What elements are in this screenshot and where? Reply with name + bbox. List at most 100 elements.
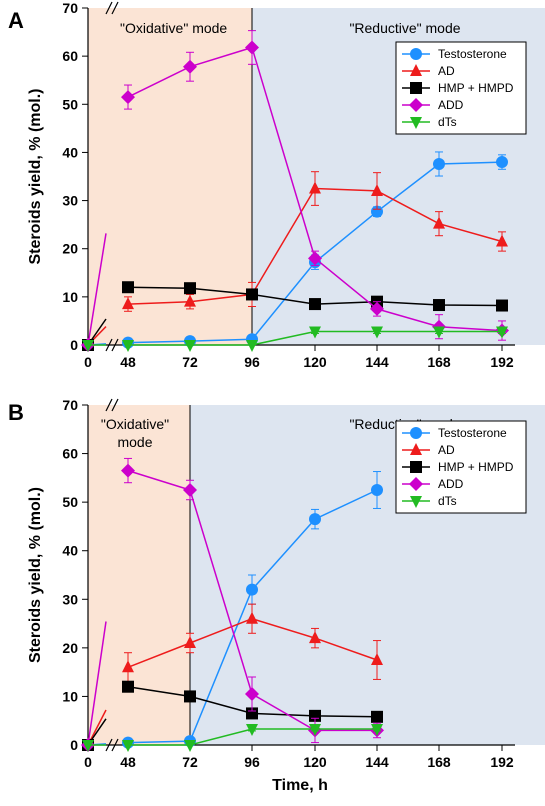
x-tick-label: 0 xyxy=(84,754,92,770)
x-tick-label: 72 xyxy=(182,354,198,370)
x-tick-label: 144 xyxy=(365,754,389,770)
series-ramp xyxy=(87,233,107,346)
reductive-mode-label: "Reductive" mode xyxy=(349,20,460,36)
legend-marker xyxy=(410,427,422,439)
series-dts xyxy=(82,723,383,752)
data-point xyxy=(122,281,134,294)
data-point xyxy=(122,340,134,352)
legend-label: HMP + HMPD xyxy=(438,81,514,95)
oxidative-mode-label: "Oxidative" xyxy=(101,416,169,432)
y-tick-label: 50 xyxy=(62,494,78,510)
oxidative-mode-region xyxy=(88,8,252,345)
x-tick-label: 72 xyxy=(182,754,198,770)
data-point xyxy=(370,301,384,316)
legend-label: dTs xyxy=(438,494,457,508)
axis-break-mark xyxy=(105,338,113,352)
x-tick-label: 168 xyxy=(427,354,451,370)
legend-marker xyxy=(410,496,422,508)
data-point xyxy=(496,234,508,247)
legend-label: dTs xyxy=(438,115,457,129)
data-point xyxy=(122,660,134,673)
y-tick-label: 20 xyxy=(62,640,78,656)
data-point xyxy=(184,740,196,752)
legend-marker xyxy=(409,477,423,491)
legend-label: AD xyxy=(438,64,455,78)
x-tick-label: 120 xyxy=(303,354,327,370)
y-tick-label: 0 xyxy=(70,337,78,353)
data-point xyxy=(309,709,321,722)
data-point xyxy=(82,340,94,352)
series-ramp xyxy=(87,621,107,746)
axis-break-mark xyxy=(111,398,119,412)
data-point xyxy=(309,723,321,736)
series-dts xyxy=(82,326,508,352)
legend-label: Testosterone xyxy=(438,47,507,61)
legend-marker xyxy=(410,117,422,129)
panel-label: B xyxy=(8,400,24,425)
data-point xyxy=(371,326,383,339)
x-tick-label: 120 xyxy=(303,754,327,770)
axis-break-mark xyxy=(111,1,119,15)
data-point xyxy=(183,483,197,497)
x-axis-label: Time, h xyxy=(272,777,328,794)
y-tick-label: 70 xyxy=(62,397,78,413)
y-tick-label: 50 xyxy=(62,96,78,112)
data-point xyxy=(82,740,94,752)
oxidative-mode-label: mode xyxy=(117,434,152,450)
x-tick-label: 0 xyxy=(84,354,92,370)
legend-label: Testosterone xyxy=(438,426,507,440)
legend-label: ADD xyxy=(438,477,464,491)
legend-marker xyxy=(410,82,422,94)
panel-label: A xyxy=(8,8,24,33)
x-tick-label: 96 xyxy=(244,354,260,370)
data-point xyxy=(309,298,321,311)
data-point xyxy=(245,40,259,55)
y-axis-label: Steroids yield, % (mol.) xyxy=(27,487,44,663)
x-tick-label: 168 xyxy=(427,754,451,770)
legend-marker xyxy=(410,443,422,455)
data-point xyxy=(122,680,134,693)
data-point xyxy=(183,59,197,74)
axis-break-mark xyxy=(111,338,119,352)
legend-marker xyxy=(410,64,422,76)
data-point xyxy=(122,297,134,310)
data-point xyxy=(308,251,322,266)
x-tick-label: 96 xyxy=(244,754,260,770)
data-point xyxy=(246,707,258,720)
x-tick-label: 144 xyxy=(365,354,389,370)
legend-marker xyxy=(410,48,422,60)
data-point xyxy=(184,340,196,352)
data-point xyxy=(121,463,135,478)
chart-panel-b: 0 10 20 30 40 50 60 70 0 48 72 96 120 144 168 192 Steroi… xyxy=(8,397,545,794)
axis-break-mark xyxy=(105,398,113,412)
axis-break-mark xyxy=(105,1,113,15)
data-point xyxy=(121,90,135,105)
legend-marker xyxy=(409,98,423,112)
y-tick-label: 0 xyxy=(70,737,78,753)
data-point xyxy=(245,687,259,701)
data-point xyxy=(371,710,383,723)
data-point xyxy=(246,340,258,352)
y-tick-label: 30 xyxy=(62,591,78,607)
x-tick-label: 192 xyxy=(490,754,514,770)
legend: Testosterone AD HMP + HMPD ADD dTs xyxy=(395,41,527,135)
data-point xyxy=(246,723,258,736)
data-point xyxy=(371,484,383,496)
data-point xyxy=(309,326,321,339)
data-point xyxy=(246,288,258,301)
data-point xyxy=(371,653,383,665)
data-point xyxy=(184,636,196,648)
data-point xyxy=(433,216,445,229)
data-point xyxy=(246,611,258,624)
data-point xyxy=(371,723,383,736)
legend-label: AD xyxy=(438,443,455,457)
series-hmp-hmpd xyxy=(82,281,508,351)
legend-marker xyxy=(410,461,422,473)
data-point xyxy=(309,513,321,526)
axis-break-mark xyxy=(105,738,113,752)
data-point xyxy=(309,181,321,194)
oxidative-mode-label: "Oxidative" mode xyxy=(120,20,227,36)
y-tick-label: 60 xyxy=(62,446,78,462)
x-tick-label: 48 xyxy=(120,754,136,770)
